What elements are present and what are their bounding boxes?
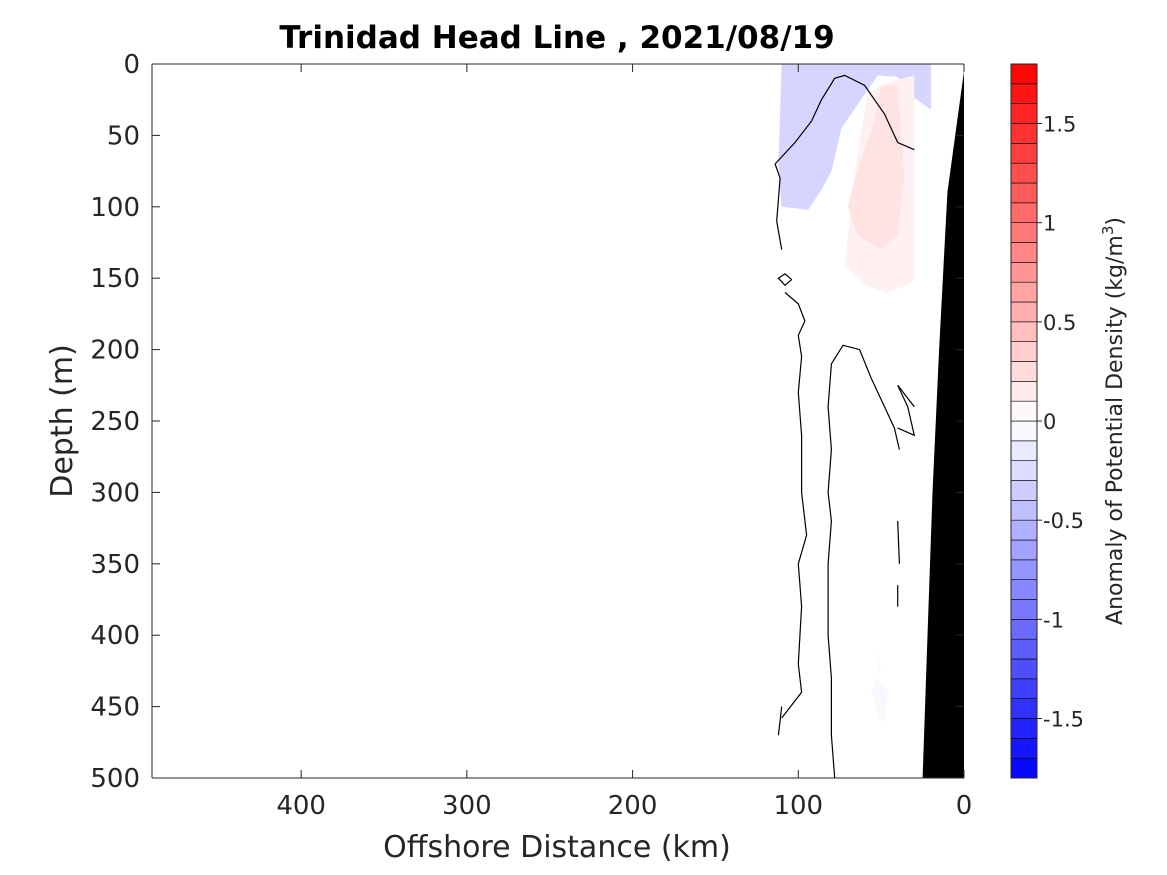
colorbar-swatch bbox=[1010, 182, 1038, 204]
x-tick-label: 300 bbox=[442, 791, 492, 821]
colorbar-swatch bbox=[1010, 281, 1038, 303]
colorbar-swatch bbox=[1010, 678, 1038, 699]
x-tick-label: 200 bbox=[608, 791, 658, 821]
colorbar-swatch bbox=[1010, 123, 1038, 144]
colorbar-tick-label: -1.5 bbox=[1043, 708, 1084, 732]
y-tick-label: 100 bbox=[90, 193, 140, 223]
colorbar-swatch bbox=[1010, 440, 1038, 461]
colorbar-swatch bbox=[1010, 698, 1038, 719]
y-tick-label: 150 bbox=[90, 264, 140, 294]
y-tick-label: 300 bbox=[90, 478, 140, 508]
colorbar-swatch bbox=[1010, 361, 1038, 382]
zero-contour-line bbox=[897, 520, 900, 564]
colorbar-swatch bbox=[1010, 718, 1038, 739]
y-axis-label: Depth (m) bbox=[45, 344, 80, 498]
colorbar-swatch bbox=[1010, 321, 1038, 342]
colorbar-swatch bbox=[1010, 143, 1038, 164]
colorbar-swatch bbox=[1010, 559, 1038, 580]
colorbar-swatch bbox=[1010, 301, 1038, 323]
colorbar-tick-label: 0.5 bbox=[1043, 311, 1076, 335]
x-axis-label: Offshore Distance (km) bbox=[383, 830, 731, 865]
colorbar-swatch bbox=[1010, 202, 1038, 223]
colorbar: -1.5 -1 -0.5 0 0.5 1 1.5 bbox=[1010, 63, 1084, 779]
colorbar-label-superscript: 3 bbox=[1099, 226, 1117, 236]
x-tick-label: 400 bbox=[276, 791, 326, 821]
y-tick-label: 450 bbox=[90, 693, 140, 723]
colorbar-swatch bbox=[1010, 400, 1038, 422]
y-tick-label: 250 bbox=[90, 407, 140, 437]
zero-contour-line bbox=[777, 706, 783, 736]
colorbar-swatch bbox=[1010, 420, 1038, 442]
colorbar-swatch bbox=[1010, 658, 1038, 680]
anomaly-region-surface-negative-outer bbox=[778, 64, 931, 210]
zero-contour-line bbox=[827, 344, 900, 779]
zero-contour-line bbox=[777, 273, 793, 287]
y-tick-label: 400 bbox=[90, 621, 140, 651]
y-tick-label: 350 bbox=[90, 550, 140, 580]
colorbar-swatch bbox=[1010, 539, 1038, 561]
colorbar-swatch bbox=[1010, 83, 1038, 104]
colorbar-swatch bbox=[1010, 63, 1038, 85]
colorbar-swatch bbox=[1010, 500, 1038, 521]
colorbar-tick-label: -1 bbox=[1043, 608, 1064, 632]
colorbar-label: Anomaly of Potential Density (kg/m3) bbox=[1099, 217, 1128, 625]
colorbar-label-close: ) bbox=[1103, 217, 1128, 226]
colorbar-swatch bbox=[1010, 619, 1038, 640]
y-tick-label: 200 bbox=[90, 336, 140, 366]
colorbar-swatch bbox=[1010, 579, 1038, 600]
colorbar-swatch bbox=[1010, 757, 1038, 779]
plot-area: 400 300 200 100 0 0 50 100 150 200 250 300 350 400 450… bbox=[90, 50, 972, 821]
colorbar-swatch bbox=[1010, 222, 1038, 243]
colorbar-swatch bbox=[1010, 242, 1038, 263]
seafloor-bathymetry bbox=[922, 71, 964, 779]
x-tick-label: 0 bbox=[956, 791, 973, 821]
zero-contour-line bbox=[774, 74, 915, 250]
zero-contour-line bbox=[781, 292, 808, 719]
x-tick-label: 100 bbox=[773, 791, 823, 821]
colorbar-tick-label: -0.5 bbox=[1043, 509, 1084, 533]
zero-contour-line bbox=[897, 384, 916, 437]
anomaly-region-deep-negative-patch bbox=[871, 649, 888, 721]
colorbar-tick-label: 1.5 bbox=[1043, 113, 1076, 137]
colorbar-swatch bbox=[1010, 638, 1038, 660]
colorbar-swatch bbox=[1010, 460, 1038, 481]
colorbar-swatch bbox=[1010, 519, 1038, 541]
y-tick-label: 50 bbox=[107, 121, 140, 151]
colorbar-swatch bbox=[1010, 480, 1038, 501]
colorbar-swatch bbox=[1010, 738, 1038, 759]
colorbar-swatch bbox=[1010, 262, 1038, 283]
colorbar-swatch bbox=[1010, 599, 1038, 620]
colorbar-swatch bbox=[1010, 162, 1038, 184]
colorbar-swatch bbox=[1010, 103, 1038, 124]
y-tick-label: 500 bbox=[90, 764, 140, 794]
chart-title: Trinidad Head Line , 2021/08/19 bbox=[279, 20, 834, 56]
y-tick-label: 0 bbox=[123, 50, 140, 80]
colorbar-label-main: Anomaly of Potential Density (kg/m bbox=[1103, 235, 1128, 625]
colorbar-swatch bbox=[1010, 341, 1038, 362]
colorbar-tick-label: 0 bbox=[1043, 410, 1056, 434]
colorbar-swatch bbox=[1010, 381, 1038, 402]
colorbar-tick-label: 1 bbox=[1043, 212, 1056, 236]
